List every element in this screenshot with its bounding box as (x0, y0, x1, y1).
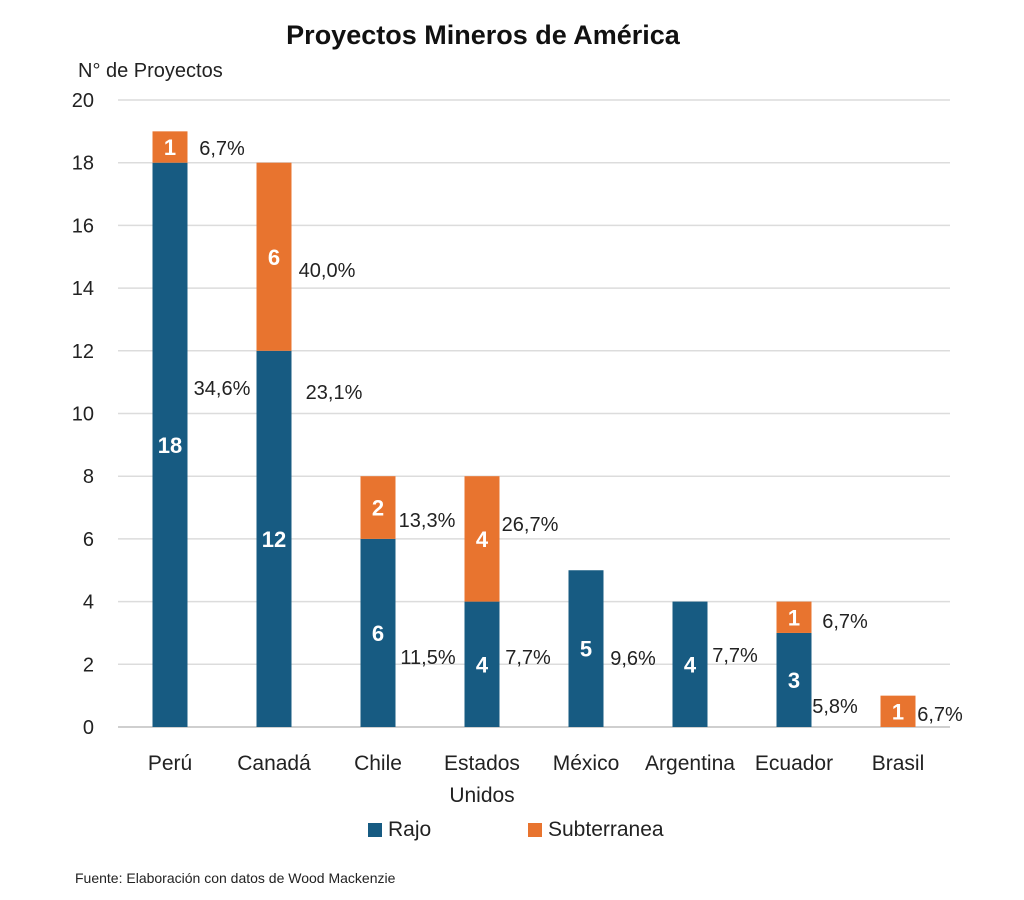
bar-segment-subterranea (256, 162, 292, 351)
percent-label: 13,3% (399, 510, 456, 532)
bar-segment-rajo (776, 632, 812, 727)
y-tick-label: 4 (83, 592, 94, 614)
bar-segment-rajo (360, 538, 396, 727)
value-label: 4 (684, 652, 697, 677)
legend-swatch-subterranea (528, 823, 542, 837)
x-tick-label: Perú (148, 752, 192, 775)
legend-label: Subterranea (548, 818, 664, 841)
value-label: 4 (476, 527, 489, 552)
y-tick-label: 10 (72, 404, 94, 426)
percent-label: 6,7% (199, 138, 245, 160)
bar-segment-subterranea (152, 131, 188, 163)
y-tick-label: 18 (72, 153, 94, 175)
y-tick-label: 2 (83, 654, 94, 676)
source-note: Fuente: Elaboración con datos de Wood Ma… (75, 870, 396, 886)
value-label: 1 (892, 699, 904, 724)
x-tick-label: Unidos (449, 784, 514, 807)
chart-title: Proyectos Mineros de América (286, 20, 680, 50)
percent-label: 6,7% (822, 611, 868, 633)
legend-swatch-rajo (368, 823, 382, 837)
legend-label: Rajo (388, 818, 432, 841)
legend-item-rajo: Rajo (368, 818, 431, 842)
y-tick-label: 6 (83, 529, 94, 551)
legend-item-subterranea: Subterranea (528, 818, 664, 842)
percent-label: 9,6% (610, 648, 656, 670)
value-label: 6 (268, 245, 280, 270)
bar-segment-rajo (568, 570, 604, 727)
value-label: 3 (788, 668, 800, 693)
x-tick-label: Chile (354, 752, 402, 775)
percent-label: 5,8% (812, 696, 858, 718)
x-tick-label: Canadá (237, 752, 311, 775)
percent-label: 6,7% (917, 704, 963, 726)
value-label: 1 (788, 605, 800, 630)
x-tick-label: Brasil (872, 752, 925, 775)
x-tick-label: Argentina (645, 752, 735, 775)
x-tick-label: Ecuador (755, 752, 833, 775)
bar-segment-rajo (256, 350, 292, 727)
percent-label: 34,6% (194, 378, 251, 400)
value-label: 1 (164, 135, 176, 160)
percent-label: 7,7% (712, 645, 758, 667)
value-label: 4 (476, 652, 489, 677)
value-label: 12 (262, 527, 286, 552)
bar-segment-subterranea (776, 601, 812, 633)
y-tick-label: 20 (72, 90, 94, 112)
bar-segment-rajo (152, 162, 188, 727)
percent-label: 40,0% (299, 260, 356, 282)
bar-segment-subterranea (880, 695, 916, 727)
y-tick-label: 8 (83, 466, 94, 488)
y-tick-label: 12 (72, 341, 94, 363)
bar-segment-rajo (672, 601, 708, 727)
y-tick-label: 16 (72, 215, 94, 237)
x-tick-label: México (553, 752, 620, 775)
y-tick-label: 14 (72, 278, 94, 300)
value-label: 6 (372, 621, 384, 646)
value-label: 2 (372, 496, 384, 521)
percent-label: 11,5% (400, 647, 455, 669)
y-tick-label: 0 (83, 717, 94, 739)
value-label: 18 (158, 433, 182, 458)
percent-label: 26,7% (502, 514, 559, 536)
value-label: 5 (580, 637, 592, 662)
bar-segment-rajo (464, 601, 500, 727)
percent-label: 7,7% (505, 647, 551, 669)
y-axis-label: N° de Proyectos (78, 60, 223, 82)
percent-label: 23,1% (306, 382, 363, 404)
bar-segment-subterranea (464, 476, 500, 602)
x-tick-label: Estados (444, 752, 520, 775)
bar-segment-subterranea (360, 476, 396, 539)
